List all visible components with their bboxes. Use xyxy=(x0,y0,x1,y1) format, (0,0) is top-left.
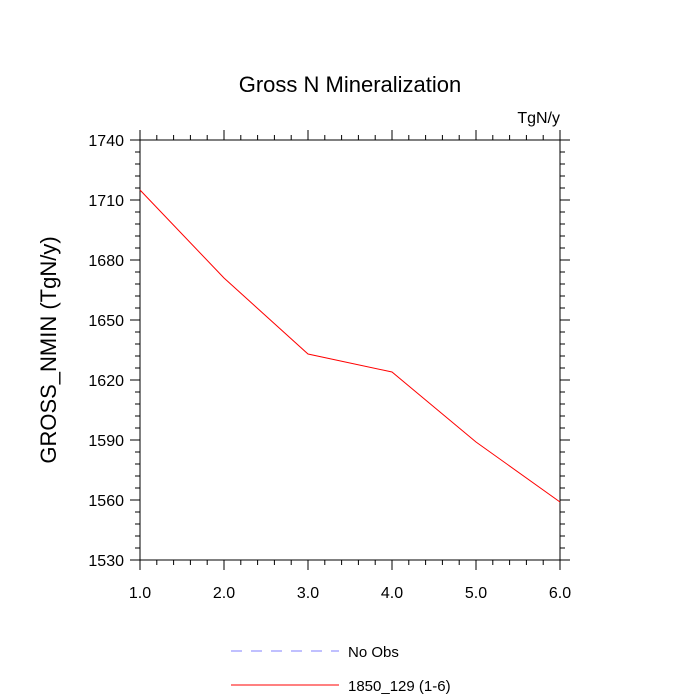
y-tick-label: 1740 xyxy=(88,133,124,150)
legend-label-no-obs: No Obs xyxy=(348,644,399,661)
y-tick-label: 1620 xyxy=(88,373,124,390)
x-tick-label: 4.0 xyxy=(381,585,403,602)
legend: No Obs 1850_129 (1-6) xyxy=(231,644,451,695)
x-tick-label: 1.0 xyxy=(129,585,151,602)
chart-title: Gross N Mineralization xyxy=(239,72,462,97)
y-tick-label: 1710 xyxy=(88,193,124,210)
y-tick-label: 1530 xyxy=(88,553,124,570)
y-axis-label: GROSS_NMIN (TgN/y) xyxy=(36,236,61,463)
y-tick-label: 1590 xyxy=(88,433,124,450)
x-tick-label: 6.0 xyxy=(549,585,571,602)
x-axis: 1.0 2.0 3.0 4.0 5.0 6.0 xyxy=(129,130,571,602)
x-tick-label: 5.0 xyxy=(465,585,487,602)
y-tick-label: 1560 xyxy=(88,493,124,510)
series-layer xyxy=(139,189,561,503)
y-tick-label: 1650 xyxy=(88,313,124,330)
units-label: TgN/y xyxy=(517,110,560,127)
legend-label-series: 1850_129 (1-6) xyxy=(348,678,451,695)
series-line-0 xyxy=(139,189,561,503)
x-tick-label: 2.0 xyxy=(213,585,235,602)
x-tick-label: 3.0 xyxy=(297,585,319,602)
plot-frame xyxy=(139,139,561,561)
y-axis: 1530 1560 1590 1620 1650 1680 1710 1740 xyxy=(88,133,570,570)
y-tick-label: 1680 xyxy=(88,253,124,270)
